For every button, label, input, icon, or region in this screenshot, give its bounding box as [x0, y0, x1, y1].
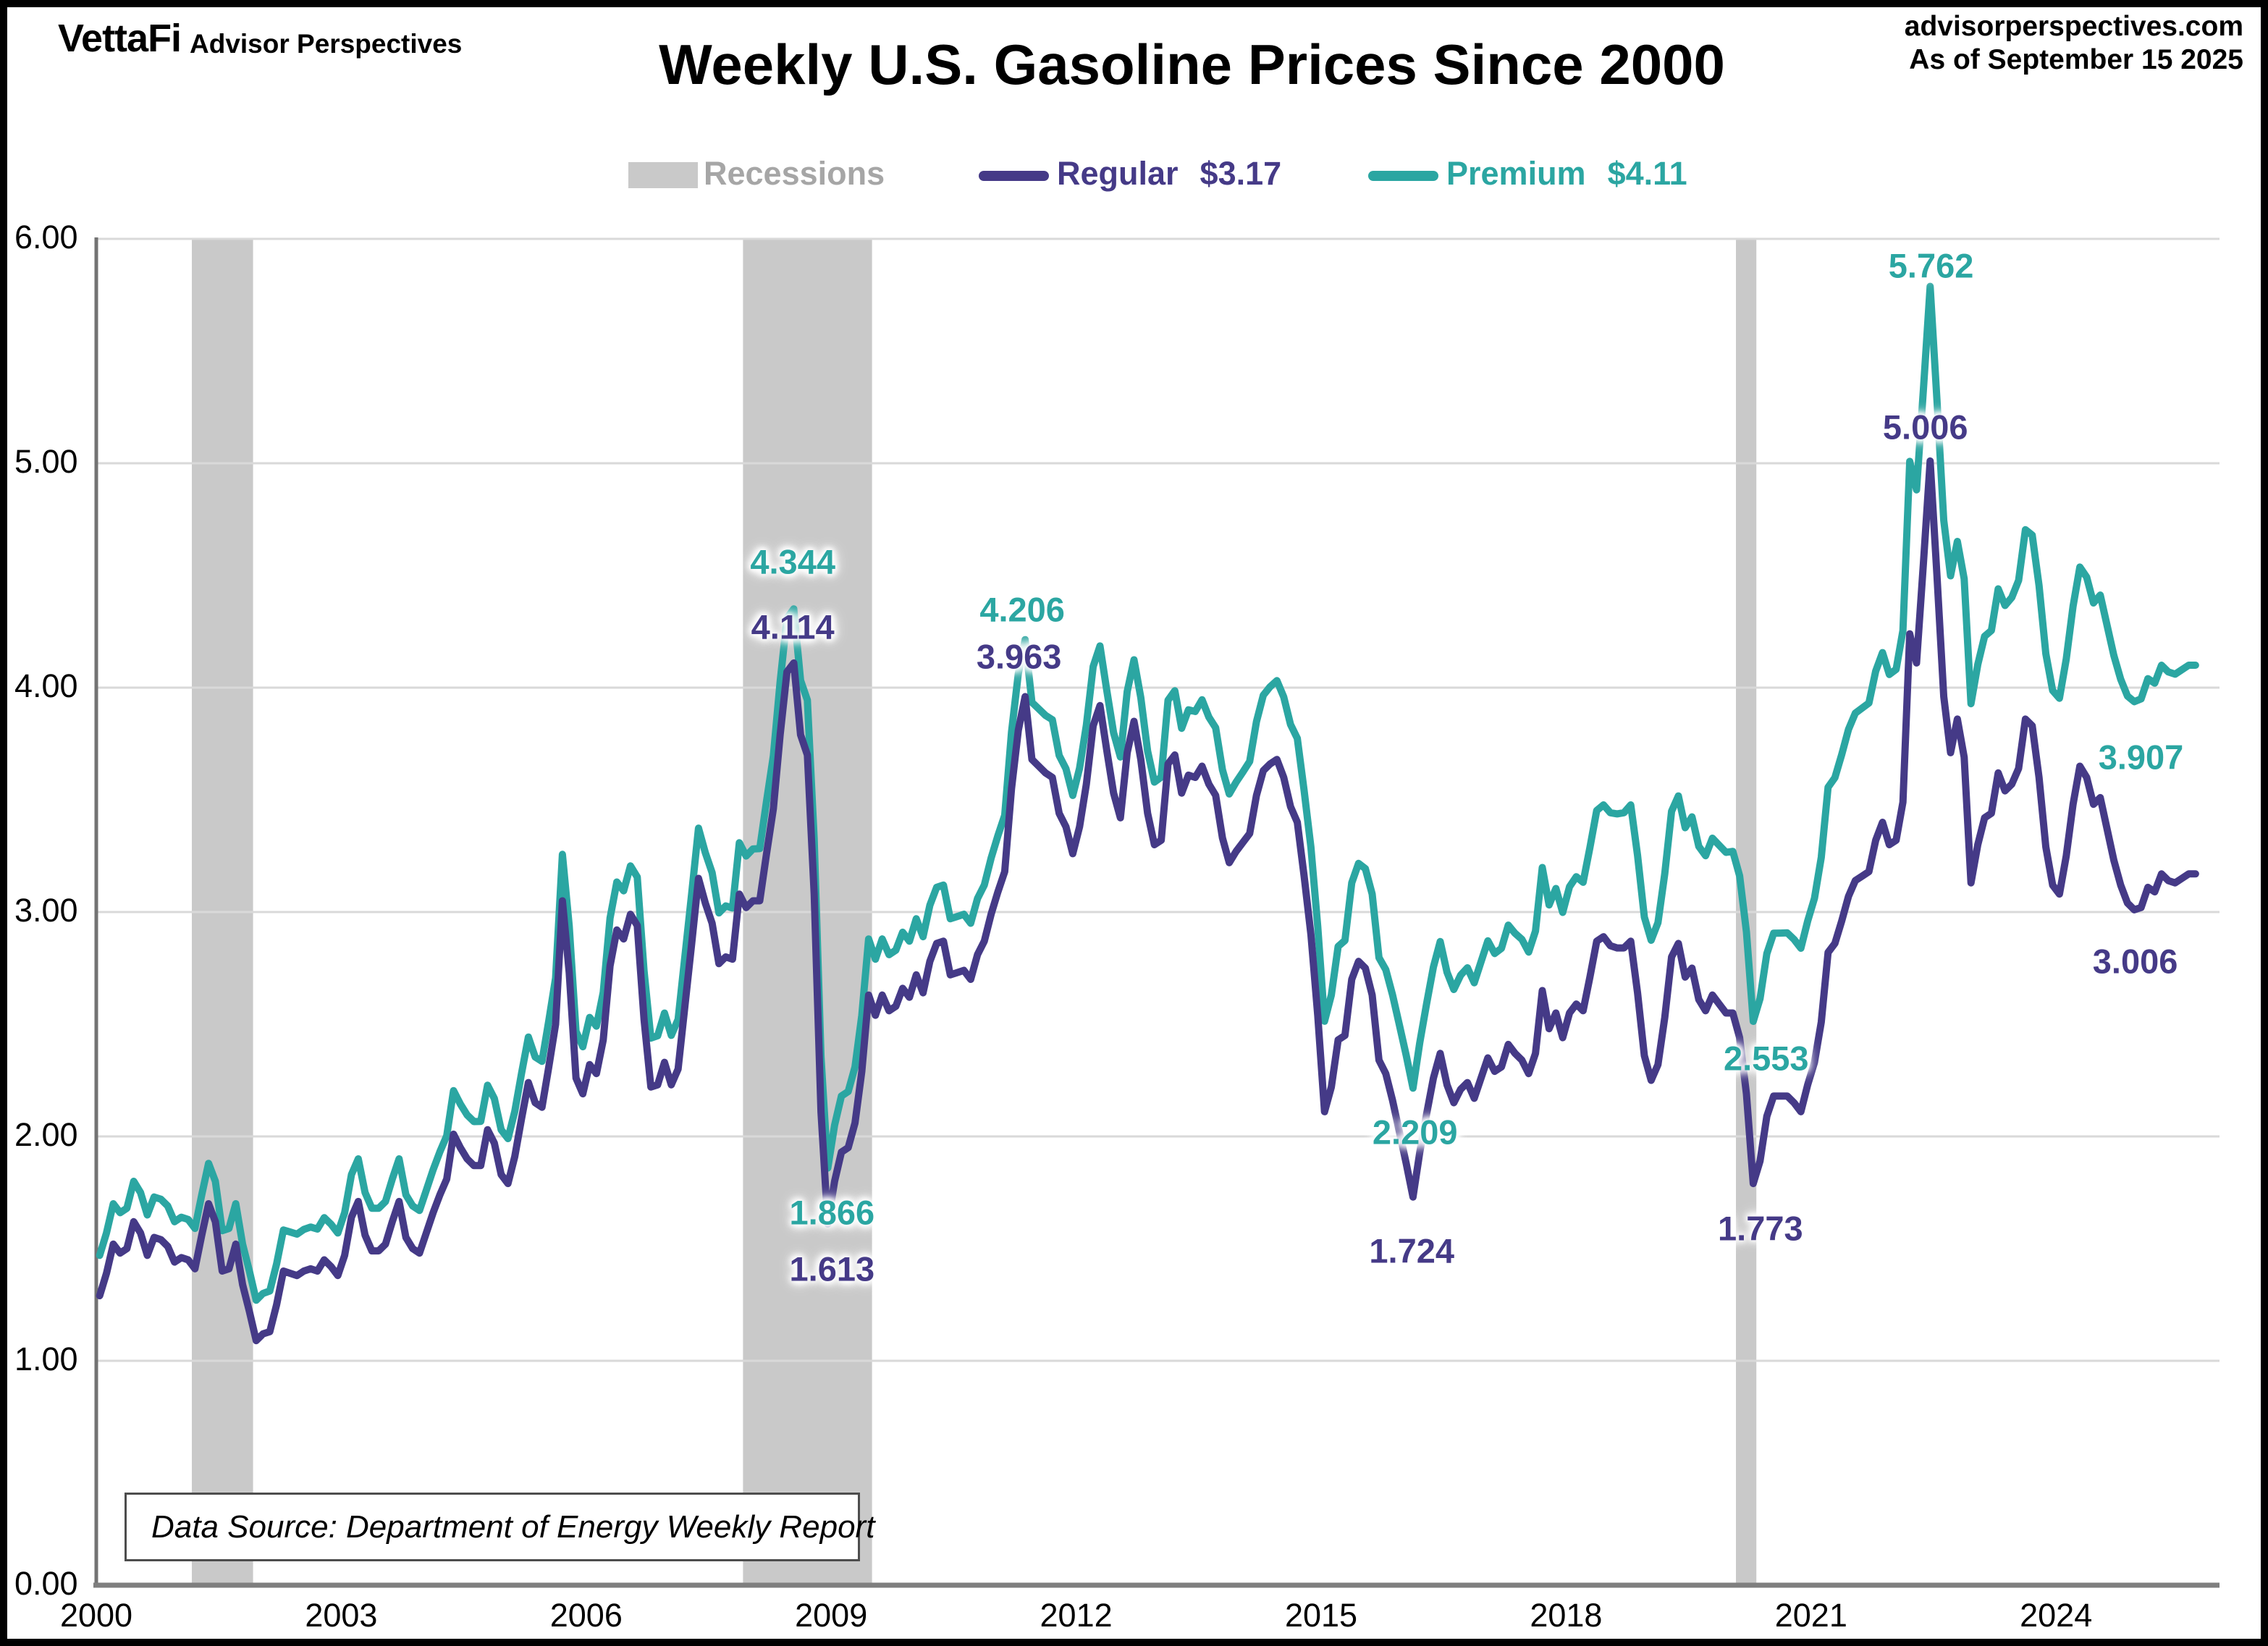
x-tick-label: 2012	[1040, 1597, 1113, 1634]
x-tick-label: 2015	[1284, 1597, 1358, 1634]
regular-price-line	[96, 457, 2199, 1345]
premium-extreme-value-label: 4.206	[979, 590, 1065, 628]
vettafi-logo: VettaFi	[58, 17, 182, 60]
x-tick-label: 2018	[1530, 1597, 1603, 1634]
premium-extreme-value-label: 2.209	[1372, 1113, 1458, 1152]
x-tick-label: 2006	[549, 1597, 623, 1634]
data-source-note: Data Source: Department of Energy Weekly…	[151, 1508, 875, 1545]
recession-swatch	[628, 162, 698, 188]
premium-current-value: $4.11	[1607, 155, 1687, 192]
premium-line-swatch	[1368, 171, 1438, 181]
x-tick-label: 2021	[1774, 1597, 1847, 1634]
legend-label-premium: Premium $4.11	[1446, 155, 1687, 193]
y-tick-label: 4.00	[14, 667, 78, 704]
y-tick-label: 0.00	[14, 1565, 78, 1602]
regular-extreme-value-label: 3.006	[2092, 942, 2178, 981]
as-of-date: As of September 15 2025	[1909, 44, 2243, 76]
chart-title: Weekly U.S. Gasoline Prices Since 2000	[659, 33, 1725, 96]
regular-extreme-value-label: 4.114	[751, 607, 835, 646]
x-tick-label: 2024	[2020, 1597, 2093, 1634]
premium-extreme-value-label: 4.344	[750, 542, 835, 581]
y-tick-label: 6.00	[14, 219, 78, 256]
x-tick-label: 2003	[305, 1597, 378, 1634]
x-tick-label: 2009	[795, 1597, 868, 1634]
y-tick-label: 2.00	[14, 1116, 78, 1153]
regular-extreme-value-label: 1.613	[789, 1249, 875, 1288]
legend-label-recessions: Recessions	[704, 155, 885, 192]
regular-current-value: $3.17	[1200, 155, 1282, 192]
premium-extreme-value-label: 1.866	[789, 1193, 875, 1232]
site-url: advisorperspectives.com	[1904, 11, 2243, 42]
regular-label: Regular	[1057, 155, 1179, 192]
source-site-block: advisorperspectives.com As of September …	[1905, 10, 2243, 77]
regular-extreme-value-label: 5.006	[1882, 408, 1968, 447]
y-tick-label: 1.00	[14, 1341, 78, 1377]
premium-price-line	[96, 282, 2199, 1304]
brand-subtitle: Advisor Perspectives	[190, 29, 463, 59]
y-tick-label: 5.00	[14, 443, 78, 480]
regular-line-swatch	[979, 171, 1049, 181]
regular-extreme-value-label: 1.773	[1718, 1209, 1803, 1248]
legend-label-regular: Regular $3.17	[1057, 155, 1281, 193]
regular-extreme-value-label: 3.963	[976, 637, 1062, 676]
premium-label: Premium	[1446, 155, 1586, 192]
premium-extreme-value-label: 5.762	[1888, 246, 1974, 285]
premium-extreme-value-label: 2.553	[1723, 1039, 1809, 1077]
x-tick-label: 2000	[59, 1597, 133, 1634]
data-source-box: Data Source: Department of Energy Weekly…	[125, 1493, 874, 1561]
premium-extreme-value-label: 3.907	[2098, 738, 2184, 777]
y-tick-label: 3.00	[14, 892, 78, 929]
regular-extreme-value-label: 1.724	[1369, 1231, 1455, 1270]
